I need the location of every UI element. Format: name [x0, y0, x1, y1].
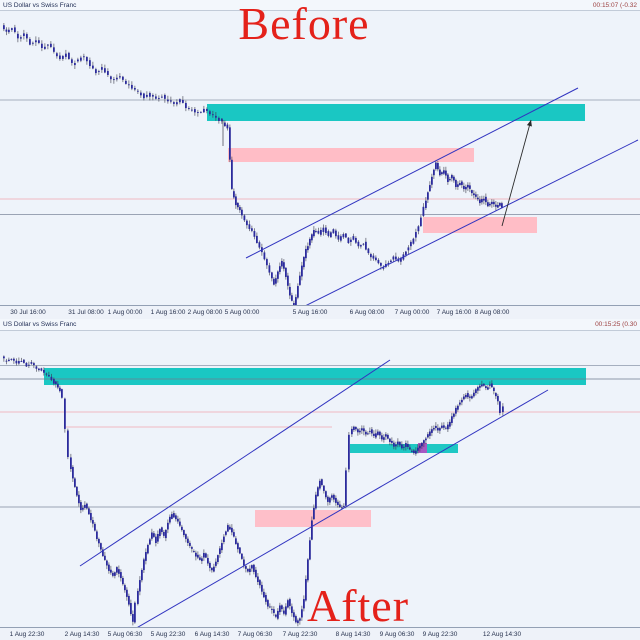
price-plot-before[interactable]	[0, 11, 640, 305]
chart-header: US Dollar vs Swiss Franc 00:15:25 (0.30	[0, 319, 640, 331]
time-axis-after[interactable]: 1 Aug 22:30 2 Aug 14:30 5 Aug 06:30 5 Aug 2…	[0, 627, 640, 640]
time-tick-label: 5 Aug 22:30	[150, 631, 186, 638]
time-tick-label: 6 Aug 08:00	[349, 309, 385, 316]
time-tick-label: 9 Aug 06:30	[379, 631, 415, 638]
candle-countdown-timer: 00:15:25 (0.30	[595, 321, 637, 328]
time-tick-label: 7 Aug 16:00	[436, 309, 472, 316]
time-tick-label: 7 Aug 22:30	[282, 631, 318, 638]
time-tick-label: 9 Aug 22:30	[422, 631, 458, 638]
time-tick-label: 8 Aug 08:00	[474, 309, 510, 316]
time-tick-label: 2 Aug 08:00	[187, 309, 223, 316]
time-tick-label: 1 Aug 16:00	[150, 309, 186, 316]
time-tick-label: 6 Aug 14:30	[194, 631, 230, 638]
time-tick-label: 31 Jul 08:00	[68, 309, 104, 316]
price-plot-after[interactable]	[0, 331, 640, 627]
symbol-title: US Dollar vs Swiss Franc	[3, 1, 77, 9]
chart-before: US Dollar vs Swiss Franc 00:15:07 (-0.32…	[0, 0, 640, 319]
chart-after: US Dollar vs Swiss Franc 00:15:25 (0.30 …	[0, 319, 640, 640]
candle-countdown-timer: 00:15:07 (-0.32	[592, 1, 637, 9]
time-tick-label: 7 Aug 00:00	[394, 309, 430, 316]
symbol-title: US Dollar vs Swiss Franc	[3, 321, 77, 328]
time-tick-label: 12 Aug 14:30	[482, 631, 522, 638]
time-tick-label: 7 Aug 06:30	[237, 631, 273, 638]
time-tick-label: 5 Aug 00:00	[224, 309, 260, 316]
chart-header: US Dollar vs Swiss Franc 00:15:07 (-0.32	[0, 0, 640, 11]
time-tick-label: 2 Aug 14:30	[64, 631, 100, 638]
time-tick-label: 1 Aug 22:30	[9, 631, 45, 638]
time-axis-before[interactable]: 30 Jul 16:00 31 Jul 08:00 1 Aug 00:00 1 Aug…	[0, 305, 640, 319]
time-tick-label: 5 Aug 16:00	[292, 309, 328, 316]
time-tick-label: 8 Aug 14:30	[335, 631, 371, 638]
time-tick-label: 1 Aug 00:00	[107, 309, 143, 316]
time-tick-label: 5 Aug 06:30	[107, 631, 143, 638]
time-tick-label: 30 Jul 16:00	[10, 309, 46, 316]
